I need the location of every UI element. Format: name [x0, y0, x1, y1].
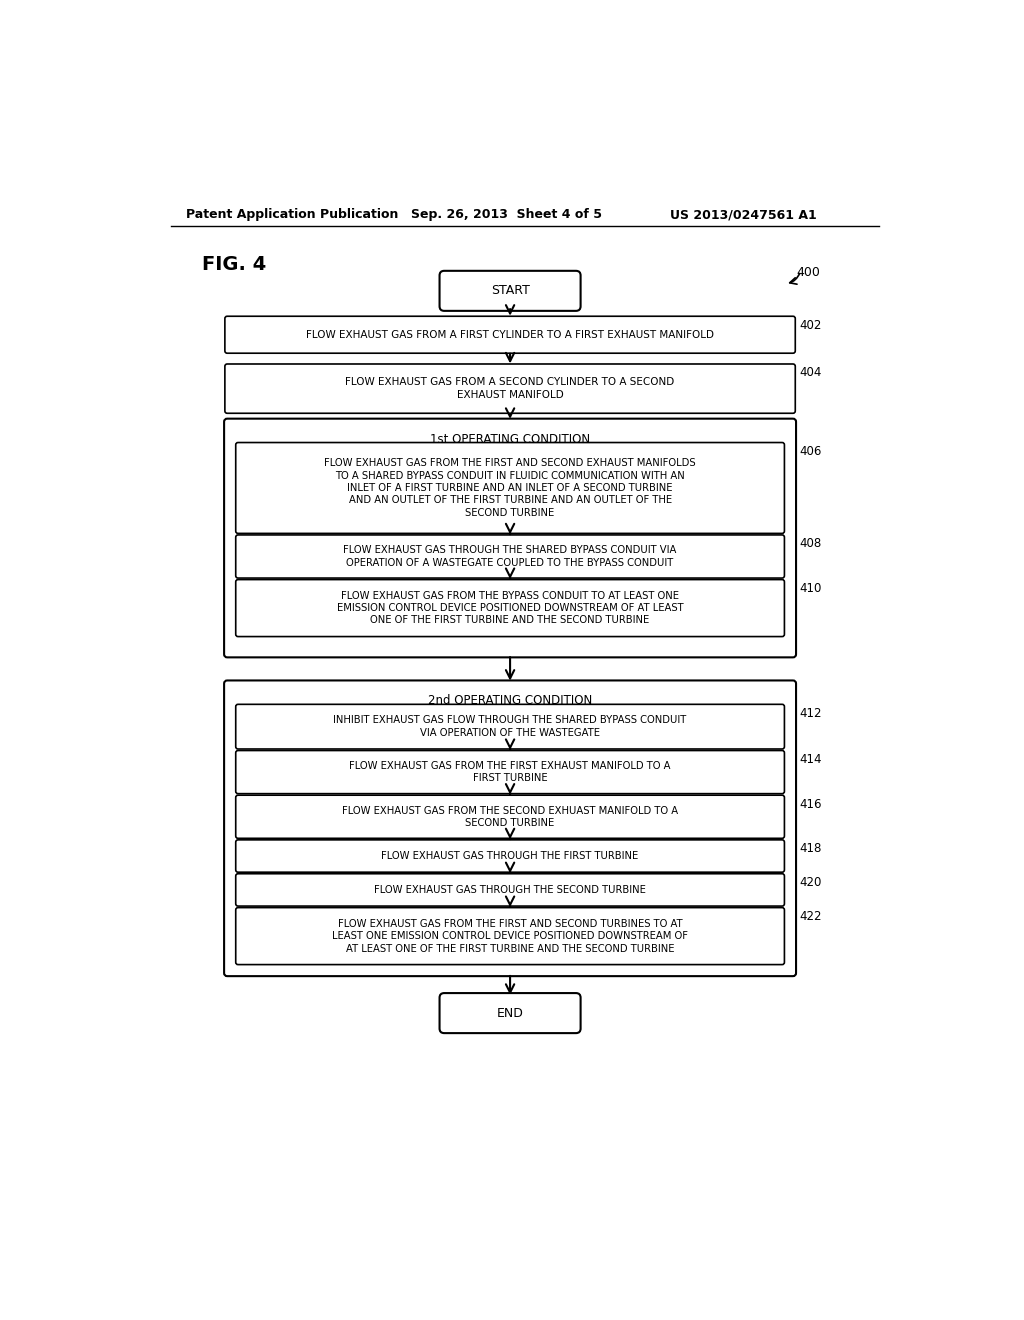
Text: FLOW EXHAUST GAS FROM THE FIRST AND SECOND EXHAUST MANIFOLDS
TO A SHARED BYPASS : FLOW EXHAUST GAS FROM THE FIRST AND SECO…: [325, 458, 696, 517]
Text: 402: 402: [799, 318, 821, 331]
Text: 410: 410: [799, 582, 821, 595]
FancyBboxPatch shape: [236, 705, 784, 748]
Text: 406: 406: [799, 445, 821, 458]
FancyBboxPatch shape: [236, 795, 784, 838]
Text: INHIBIT EXHAUST GAS FLOW THROUGH THE SHARED BYPASS CONDUIT
VIA OPERATION OF THE : INHIBIT EXHAUST GAS FLOW THROUGH THE SHA…: [334, 715, 687, 738]
Text: 416: 416: [799, 797, 821, 810]
Text: 412: 412: [799, 706, 821, 719]
Text: FLOW EXHAUST GAS FROM THE SECOND EXHUAST MANIFOLD TO A
SECOND TURBINE: FLOW EXHAUST GAS FROM THE SECOND EXHUAST…: [342, 805, 678, 828]
FancyBboxPatch shape: [439, 271, 581, 312]
Text: START: START: [490, 284, 529, 297]
Text: US 2013/0247561 A1: US 2013/0247561 A1: [671, 209, 817, 222]
Text: END: END: [497, 1007, 523, 1019]
Text: 414: 414: [799, 752, 821, 766]
Text: FLOW EXHAUST GAS THROUGH THE SECOND TURBINE: FLOW EXHAUST GAS THROUGH THE SECOND TURB…: [374, 884, 646, 895]
FancyBboxPatch shape: [225, 317, 796, 354]
FancyBboxPatch shape: [439, 993, 581, 1034]
FancyBboxPatch shape: [236, 442, 784, 533]
Text: 400: 400: [796, 267, 820, 280]
FancyBboxPatch shape: [236, 751, 784, 793]
Text: FLOW EXHAUST GAS FROM A FIRST CYLINDER TO A FIRST EXHAUST MANIFOLD: FLOW EXHAUST GAS FROM A FIRST CYLINDER T…: [306, 330, 714, 339]
Text: FLOW EXHAUST GAS FROM THE BYPASS CONDUIT TO AT LEAST ONE
EMISSION CONTROL DEVICE: FLOW EXHAUST GAS FROM THE BYPASS CONDUIT…: [337, 590, 683, 626]
FancyBboxPatch shape: [236, 535, 784, 578]
FancyBboxPatch shape: [225, 364, 796, 413]
Text: FLOW EXHAUST GAS FROM THE FIRST EXHAUST MANIFOLD TO A
FIRST TURBINE: FLOW EXHAUST GAS FROM THE FIRST EXHAUST …: [349, 760, 671, 783]
Text: FLOW EXHAUST GAS THROUGH THE SHARED BYPASS CONDUIT VIA
OPERATION OF A WASTEGATE : FLOW EXHAUST GAS THROUGH THE SHARED BYPA…: [343, 545, 677, 568]
Text: FLOW EXHAUST GAS THROUGH THE FIRST TURBINE: FLOW EXHAUST GAS THROUGH THE FIRST TURBI…: [382, 851, 639, 861]
Text: 418: 418: [799, 842, 821, 855]
Text: 408: 408: [799, 537, 821, 550]
Text: 2nd OPERATING CONDITION: 2nd OPERATING CONDITION: [428, 694, 592, 708]
Text: 422: 422: [799, 909, 821, 923]
Text: Patent Application Publication: Patent Application Publication: [186, 209, 398, 222]
Text: 404: 404: [799, 367, 821, 379]
Text: FLOW EXHAUST GAS FROM THE FIRST AND SECOND TURBINES TO AT
LEAST ONE EMISSION CON: FLOW EXHAUST GAS FROM THE FIRST AND SECO…: [332, 919, 688, 953]
Text: 420: 420: [799, 876, 821, 890]
FancyBboxPatch shape: [224, 681, 796, 977]
FancyBboxPatch shape: [236, 579, 784, 636]
Text: 1st OPERATING CONDITION: 1st OPERATING CONDITION: [430, 433, 590, 446]
Text: Sep. 26, 2013  Sheet 4 of 5: Sep. 26, 2013 Sheet 4 of 5: [411, 209, 602, 222]
Text: FIG. 4: FIG. 4: [202, 255, 266, 273]
FancyBboxPatch shape: [236, 874, 784, 906]
FancyBboxPatch shape: [224, 418, 796, 657]
Text: FLOW EXHAUST GAS FROM A SECOND CYLINDER TO A SECOND
EXHAUST MANIFOLD: FLOW EXHAUST GAS FROM A SECOND CYLINDER …: [345, 378, 675, 400]
FancyBboxPatch shape: [236, 908, 784, 965]
FancyBboxPatch shape: [236, 840, 784, 873]
